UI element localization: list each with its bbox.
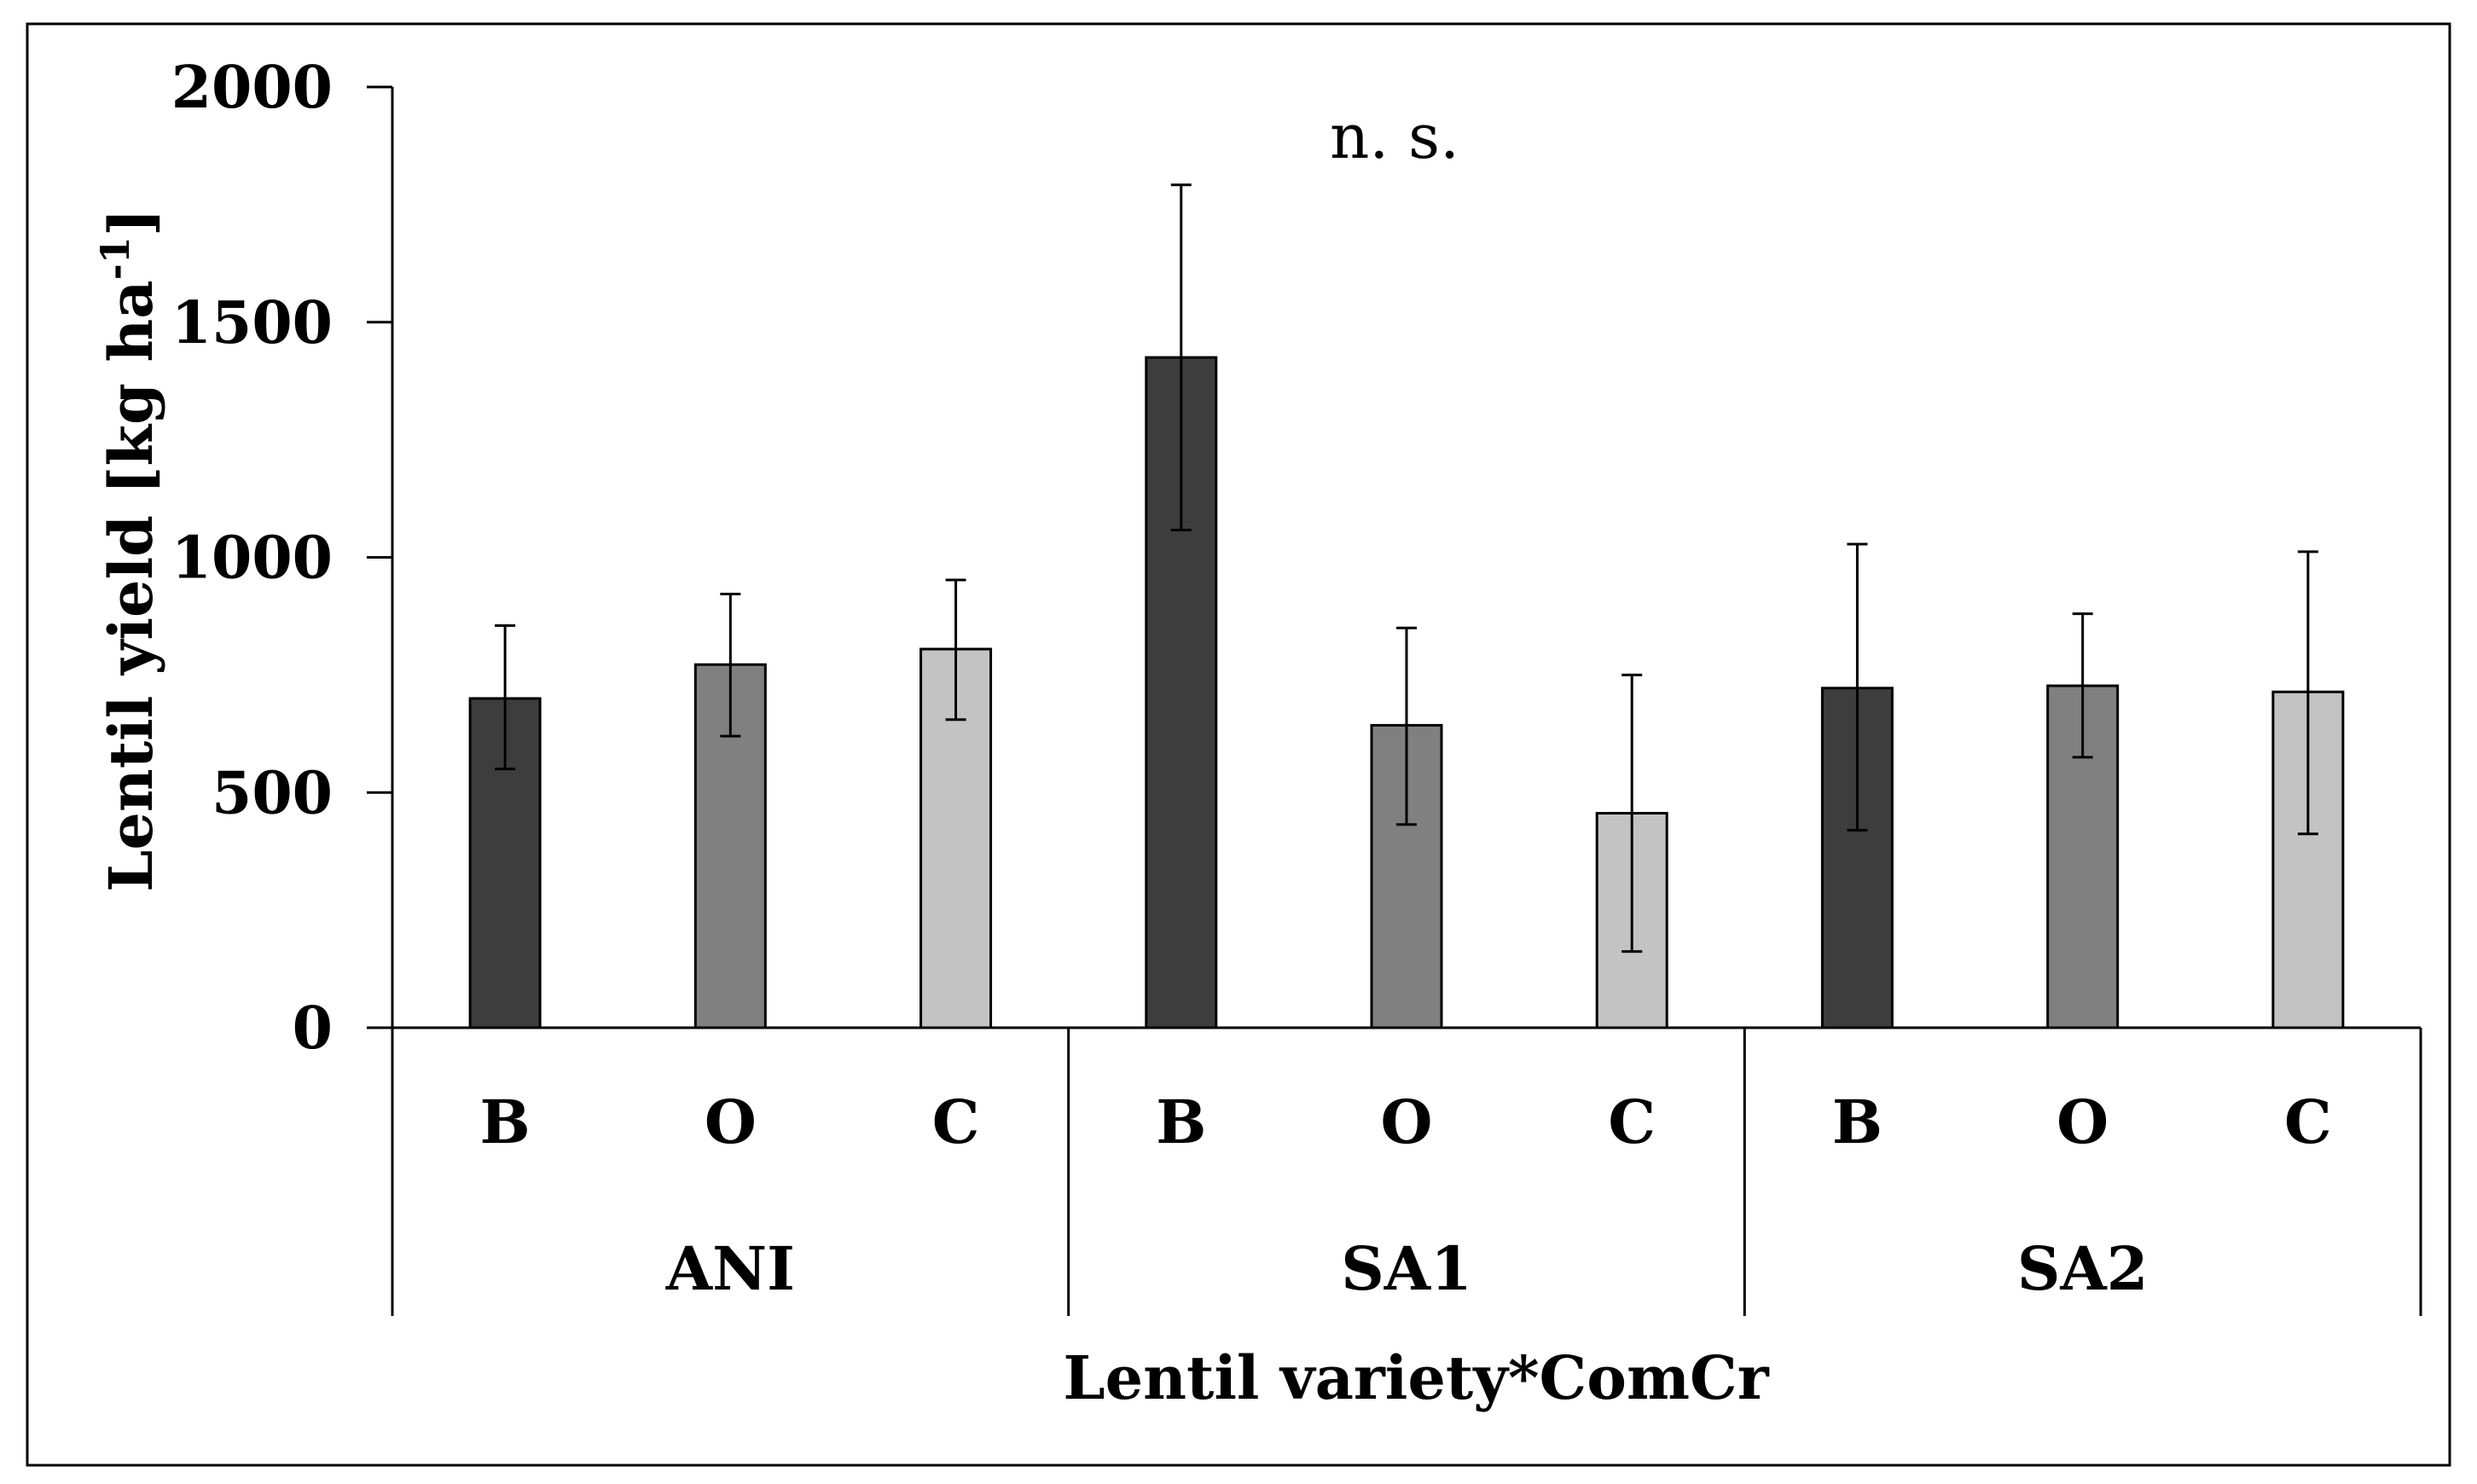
category-label: B (1156, 1087, 1206, 1157)
figure-border (26, 22, 2451, 1467)
labels-layer: 0 500 1000 1500 2000 B O C ANI B O C SA1 B O C SA2 (171, 54, 2332, 1304)
y-axis-title-suffix: ] (96, 208, 166, 236)
y-tick-label: 1000 (171, 525, 333, 593)
category-label: B (480, 1087, 531, 1157)
y-tick-label: 1500 (171, 289, 333, 357)
y-axis-title-group: Lentil yield [kg ha-1] (92, 208, 166, 892)
significance-annotation: n. s. (1330, 101, 1459, 172)
group-label-ani: ANI (665, 1233, 795, 1304)
category-label: O (2056, 1087, 2109, 1157)
category-label: C (1608, 1087, 1656, 1157)
group-label-sa2: SA2 (2017, 1233, 2149, 1304)
y-axis-title-superscript: -1 (92, 236, 138, 280)
y-tick-label: 0 (293, 994, 333, 1063)
category-label: C (2284, 1087, 2332, 1157)
y-tick-label: 2000 (171, 54, 333, 122)
y-tick-label: 500 (212, 759, 333, 827)
x-axis-title: Lentil variety*ComCr (1063, 1342, 1769, 1413)
y-axis-title: Lentil yield [kg ha-1] (92, 208, 166, 892)
category-label: B (1832, 1087, 1882, 1157)
group-label-sa1: SA1 (1341, 1233, 1472, 1304)
error-bars-layer (495, 183, 2318, 954)
category-label: O (1381, 1087, 1433, 1157)
category-label: O (705, 1087, 757, 1157)
category-label: C (932, 1087, 980, 1157)
y-axis-title-main: Lentil yield [kg ha (96, 280, 166, 891)
